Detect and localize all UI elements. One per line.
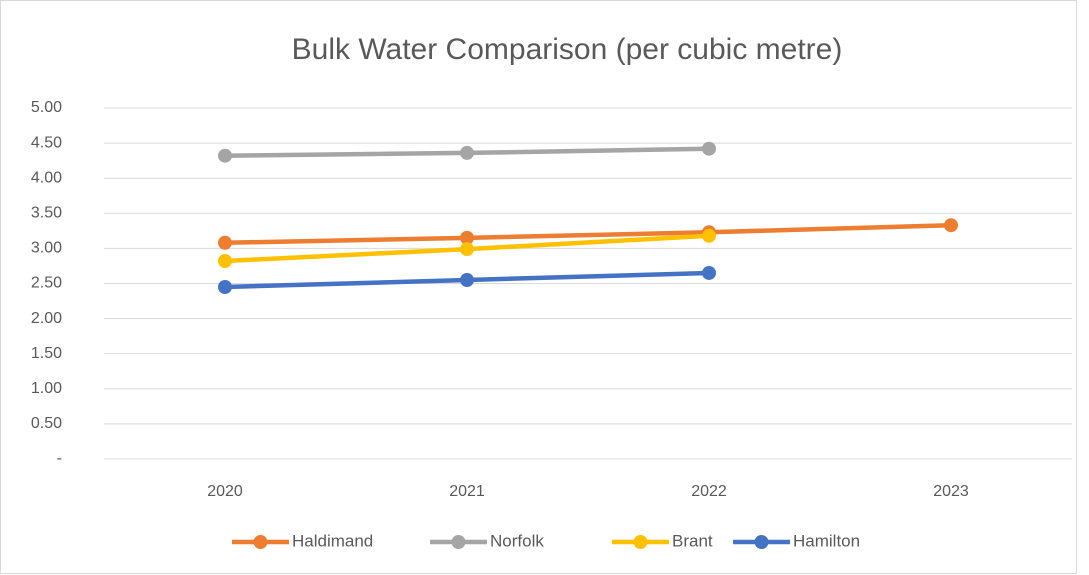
data-point [460, 242, 474, 257]
legend-label: Norfolk [490, 531, 544, 550]
legend-marker [754, 535, 769, 549]
data-point [218, 235, 232, 250]
legend-marker [451, 535, 466, 549]
legend-marker [633, 535, 648, 549]
legend-label: Haldimand [292, 531, 373, 550]
data-point [702, 228, 716, 243]
data-point [218, 148, 232, 163]
x-tick-label: 2023 [933, 483, 969, 500]
data-point [218, 254, 232, 269]
y-tick-label: 1.50 [31, 345, 62, 362]
y-tick-label: 1.00 [31, 380, 62, 397]
y-tick-label: 2.50 [31, 275, 62, 292]
legend-marker [253, 535, 268, 549]
series-line [224, 222, 952, 246]
data-point [460, 272, 474, 287]
y-tick-label: 3.50 [31, 205, 62, 222]
y-tick-label: 5.00 [31, 99, 62, 116]
data-point [944, 218, 958, 233]
x-tick-label: 2020 [207, 483, 243, 500]
chart-title: Bulk Water Comparison (per cubic metre) [292, 33, 843, 66]
data-point [460, 230, 474, 245]
data-point [460, 145, 474, 160]
x-tick-label: 2021 [449, 483, 485, 500]
y-tick-label: - [57, 450, 62, 467]
legend-label: Brant [672, 531, 713, 550]
y-tick-label: 4.50 [31, 134, 62, 151]
x-tick-label: 2022 [691, 483, 727, 500]
data-point [218, 280, 232, 295]
y-tick-label: 3.00 [31, 240, 62, 257]
y-tick-label: 0.50 [31, 415, 62, 432]
data-point [702, 265, 716, 280]
legend-label: Hamilton [793, 531, 860, 550]
data-point [702, 141, 716, 156]
y-tick-label: 4.00 [31, 169, 62, 186]
y-tick-label: 2.00 [31, 310, 62, 327]
